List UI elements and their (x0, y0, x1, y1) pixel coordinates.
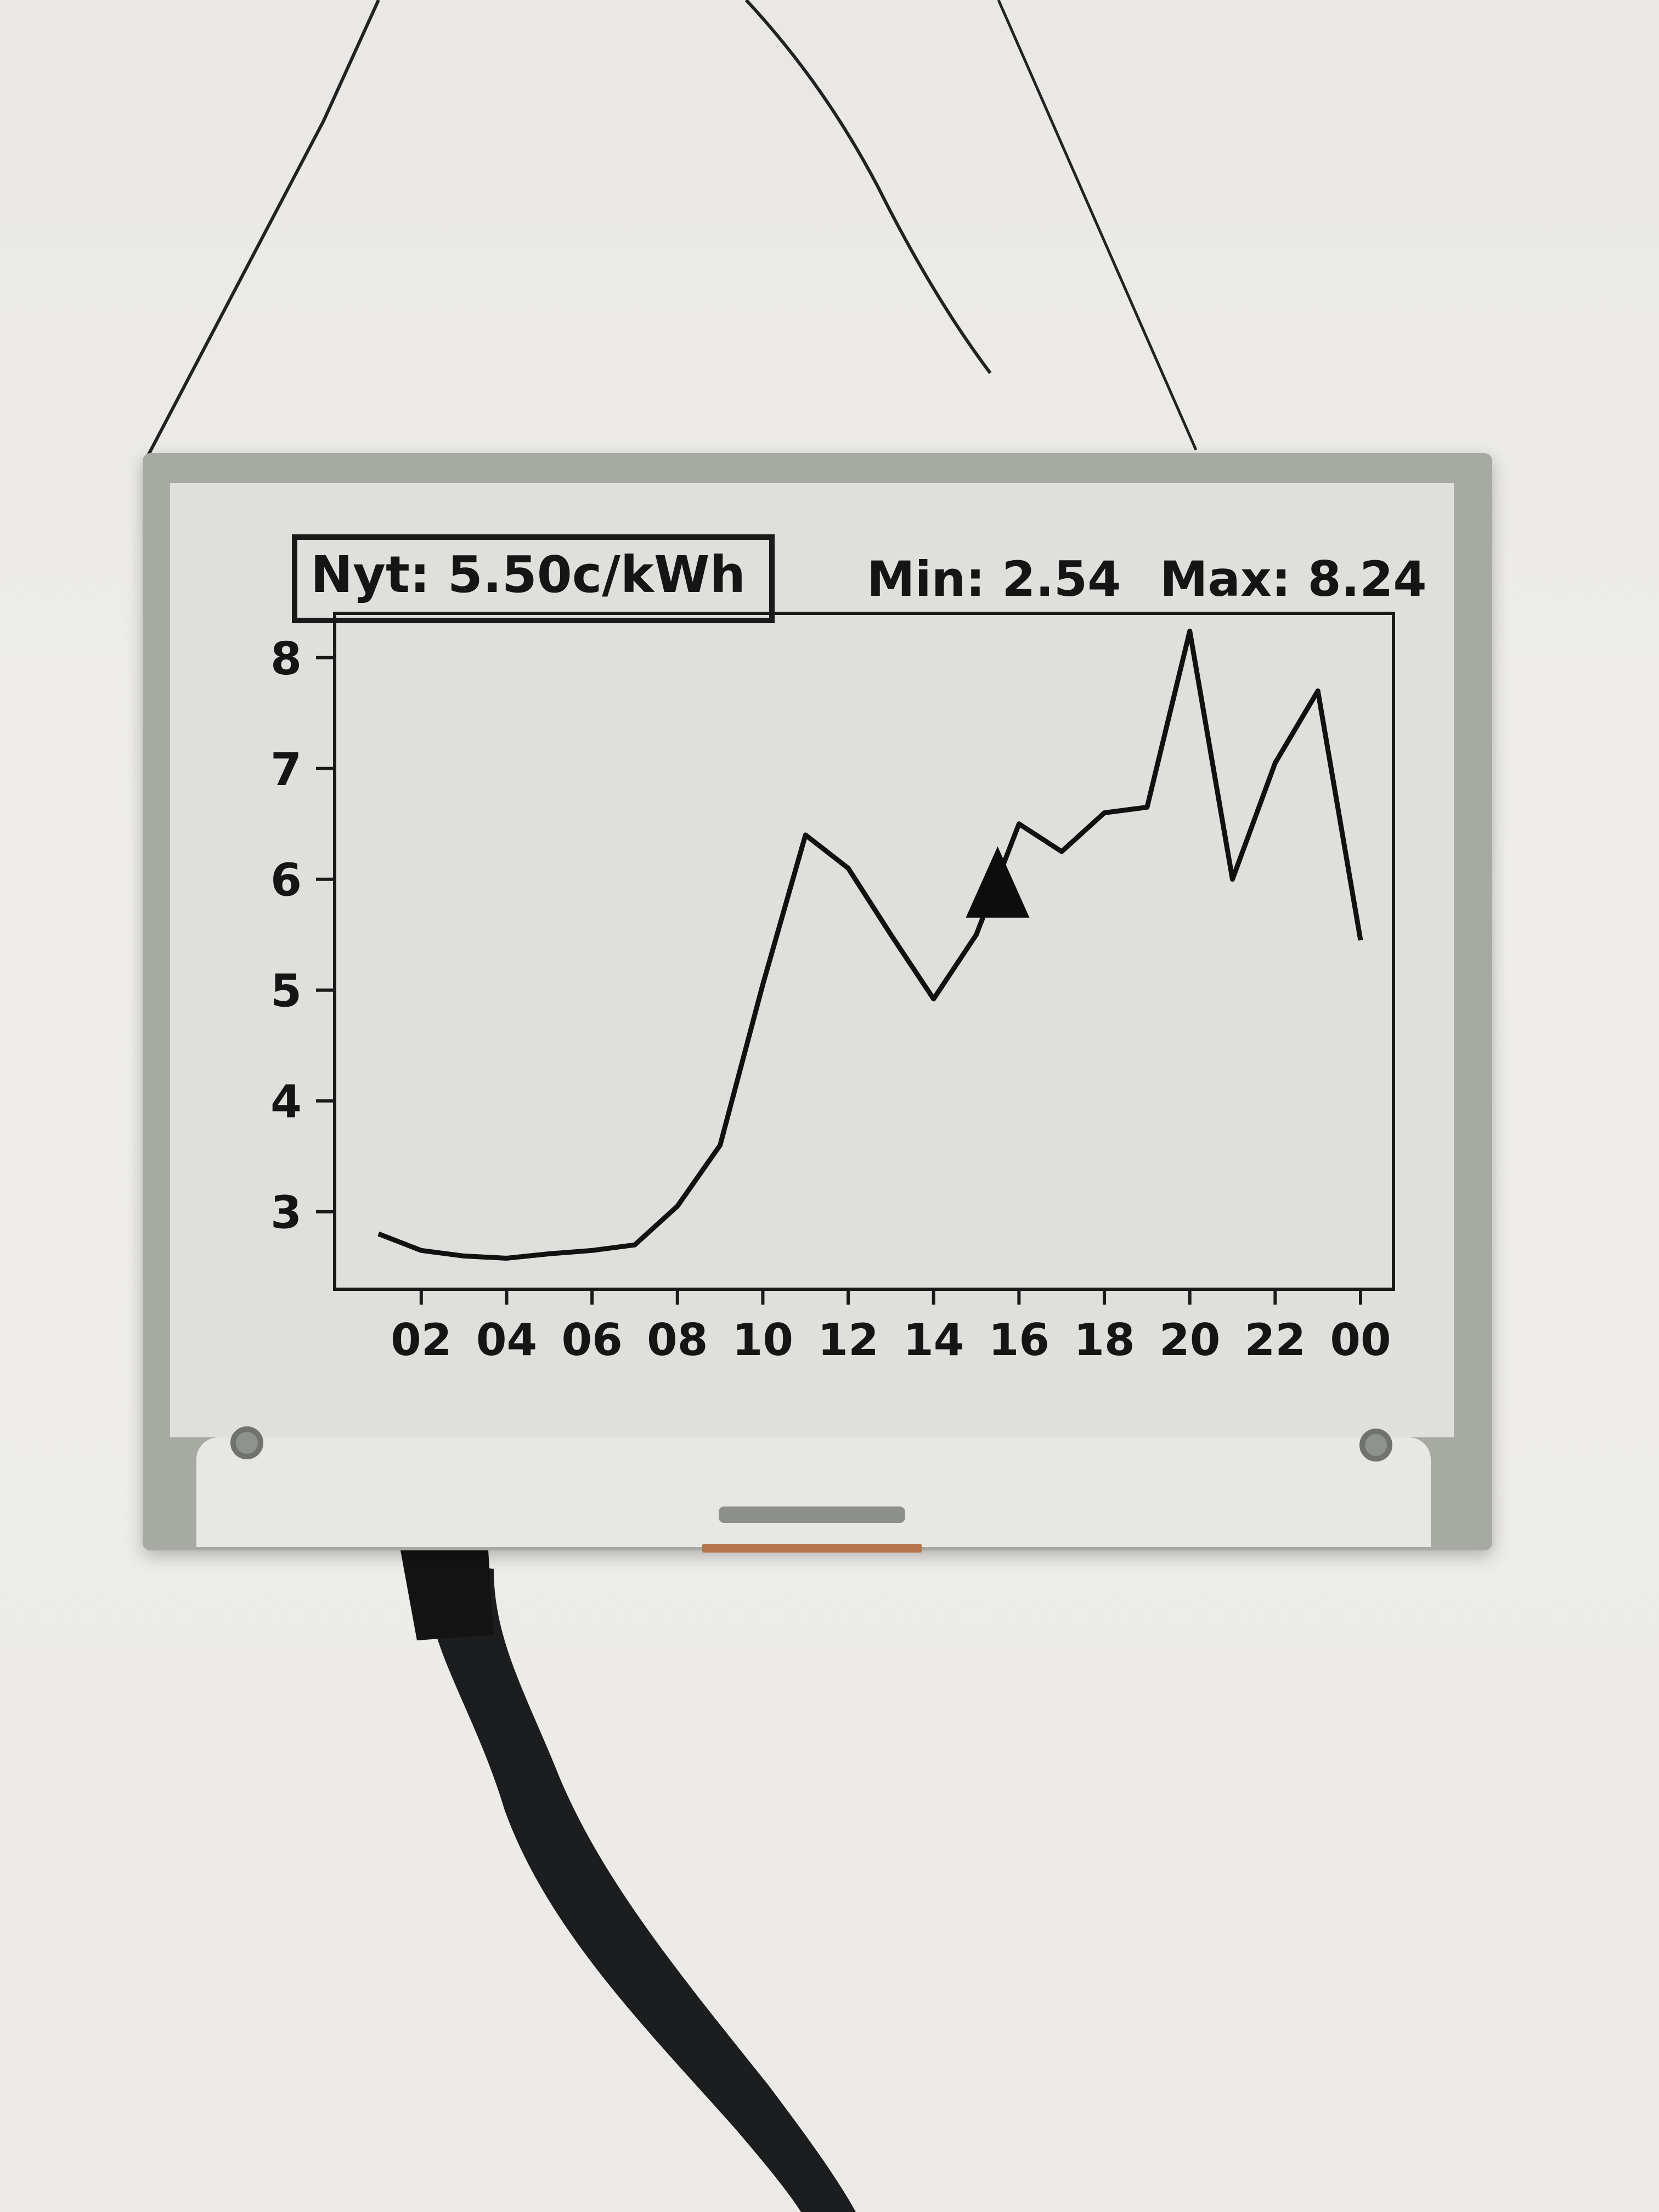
plot-frame (333, 612, 1395, 1291)
x-tick-label: 00 (1330, 1314, 1391, 1365)
mount-screw-left (230, 1426, 263, 1459)
x-tick-label: 06 (561, 1314, 622, 1365)
price-point (890, 934, 891, 935)
price-point (976, 934, 977, 935)
x-tick-label: 14 (903, 1314, 964, 1365)
bezel-slot (719, 1506, 905, 1523)
x-tick-label: 02 (391, 1314, 452, 1365)
y-tick-label: 6 (270, 855, 302, 907)
min-max-row: Min: 2.54 Max: 8.24 (867, 555, 1427, 603)
price-line (377, 628, 1363, 1261)
e-paper-display (170, 483, 1454, 1437)
price-point (506, 1257, 507, 1259)
mount-screw-right (1359, 1429, 1392, 1462)
max-price-label: Max: 8.24 (1159, 551, 1427, 607)
y-tick-label: 7 (270, 744, 302, 796)
price-point (805, 834, 806, 836)
min-price-label: Min: 2.54 (867, 551, 1121, 607)
y-tick-label: 3 (270, 1187, 302, 1239)
cable-plug (400, 1550, 494, 1640)
y-tick-label: 4 (270, 1076, 302, 1128)
x-tick-label: 16 (989, 1314, 1049, 1365)
flex-connector (702, 1544, 922, 1553)
x-tick-label: 18 (1074, 1314, 1135, 1365)
power-cable (426, 1558, 856, 2212)
current-hour-marker (966, 846, 1030, 918)
middle-wire (744, 0, 992, 374)
y-tick-label: 5 (270, 966, 302, 1018)
current-price-label: Nyt: 5.50c/kWh (311, 545, 746, 604)
y-tick-label: 8 (270, 633, 302, 685)
current-price-box (292, 534, 775, 623)
x-tick-label: 22 (1245, 1314, 1306, 1365)
price-point (1104, 812, 1105, 814)
x-tick-label: 12 (817, 1314, 878, 1365)
x-tick-label: 10 (732, 1314, 793, 1365)
device-bottom-bezel (196, 1437, 1431, 1547)
right-wire (997, 0, 1198, 451)
price-point (933, 998, 934, 1000)
left-wire (146, 0, 380, 456)
x-tick-label: 08 (647, 1314, 708, 1365)
x-tick-label: 04 (476, 1314, 537, 1365)
x-tick-label: 20 (1159, 1314, 1220, 1365)
